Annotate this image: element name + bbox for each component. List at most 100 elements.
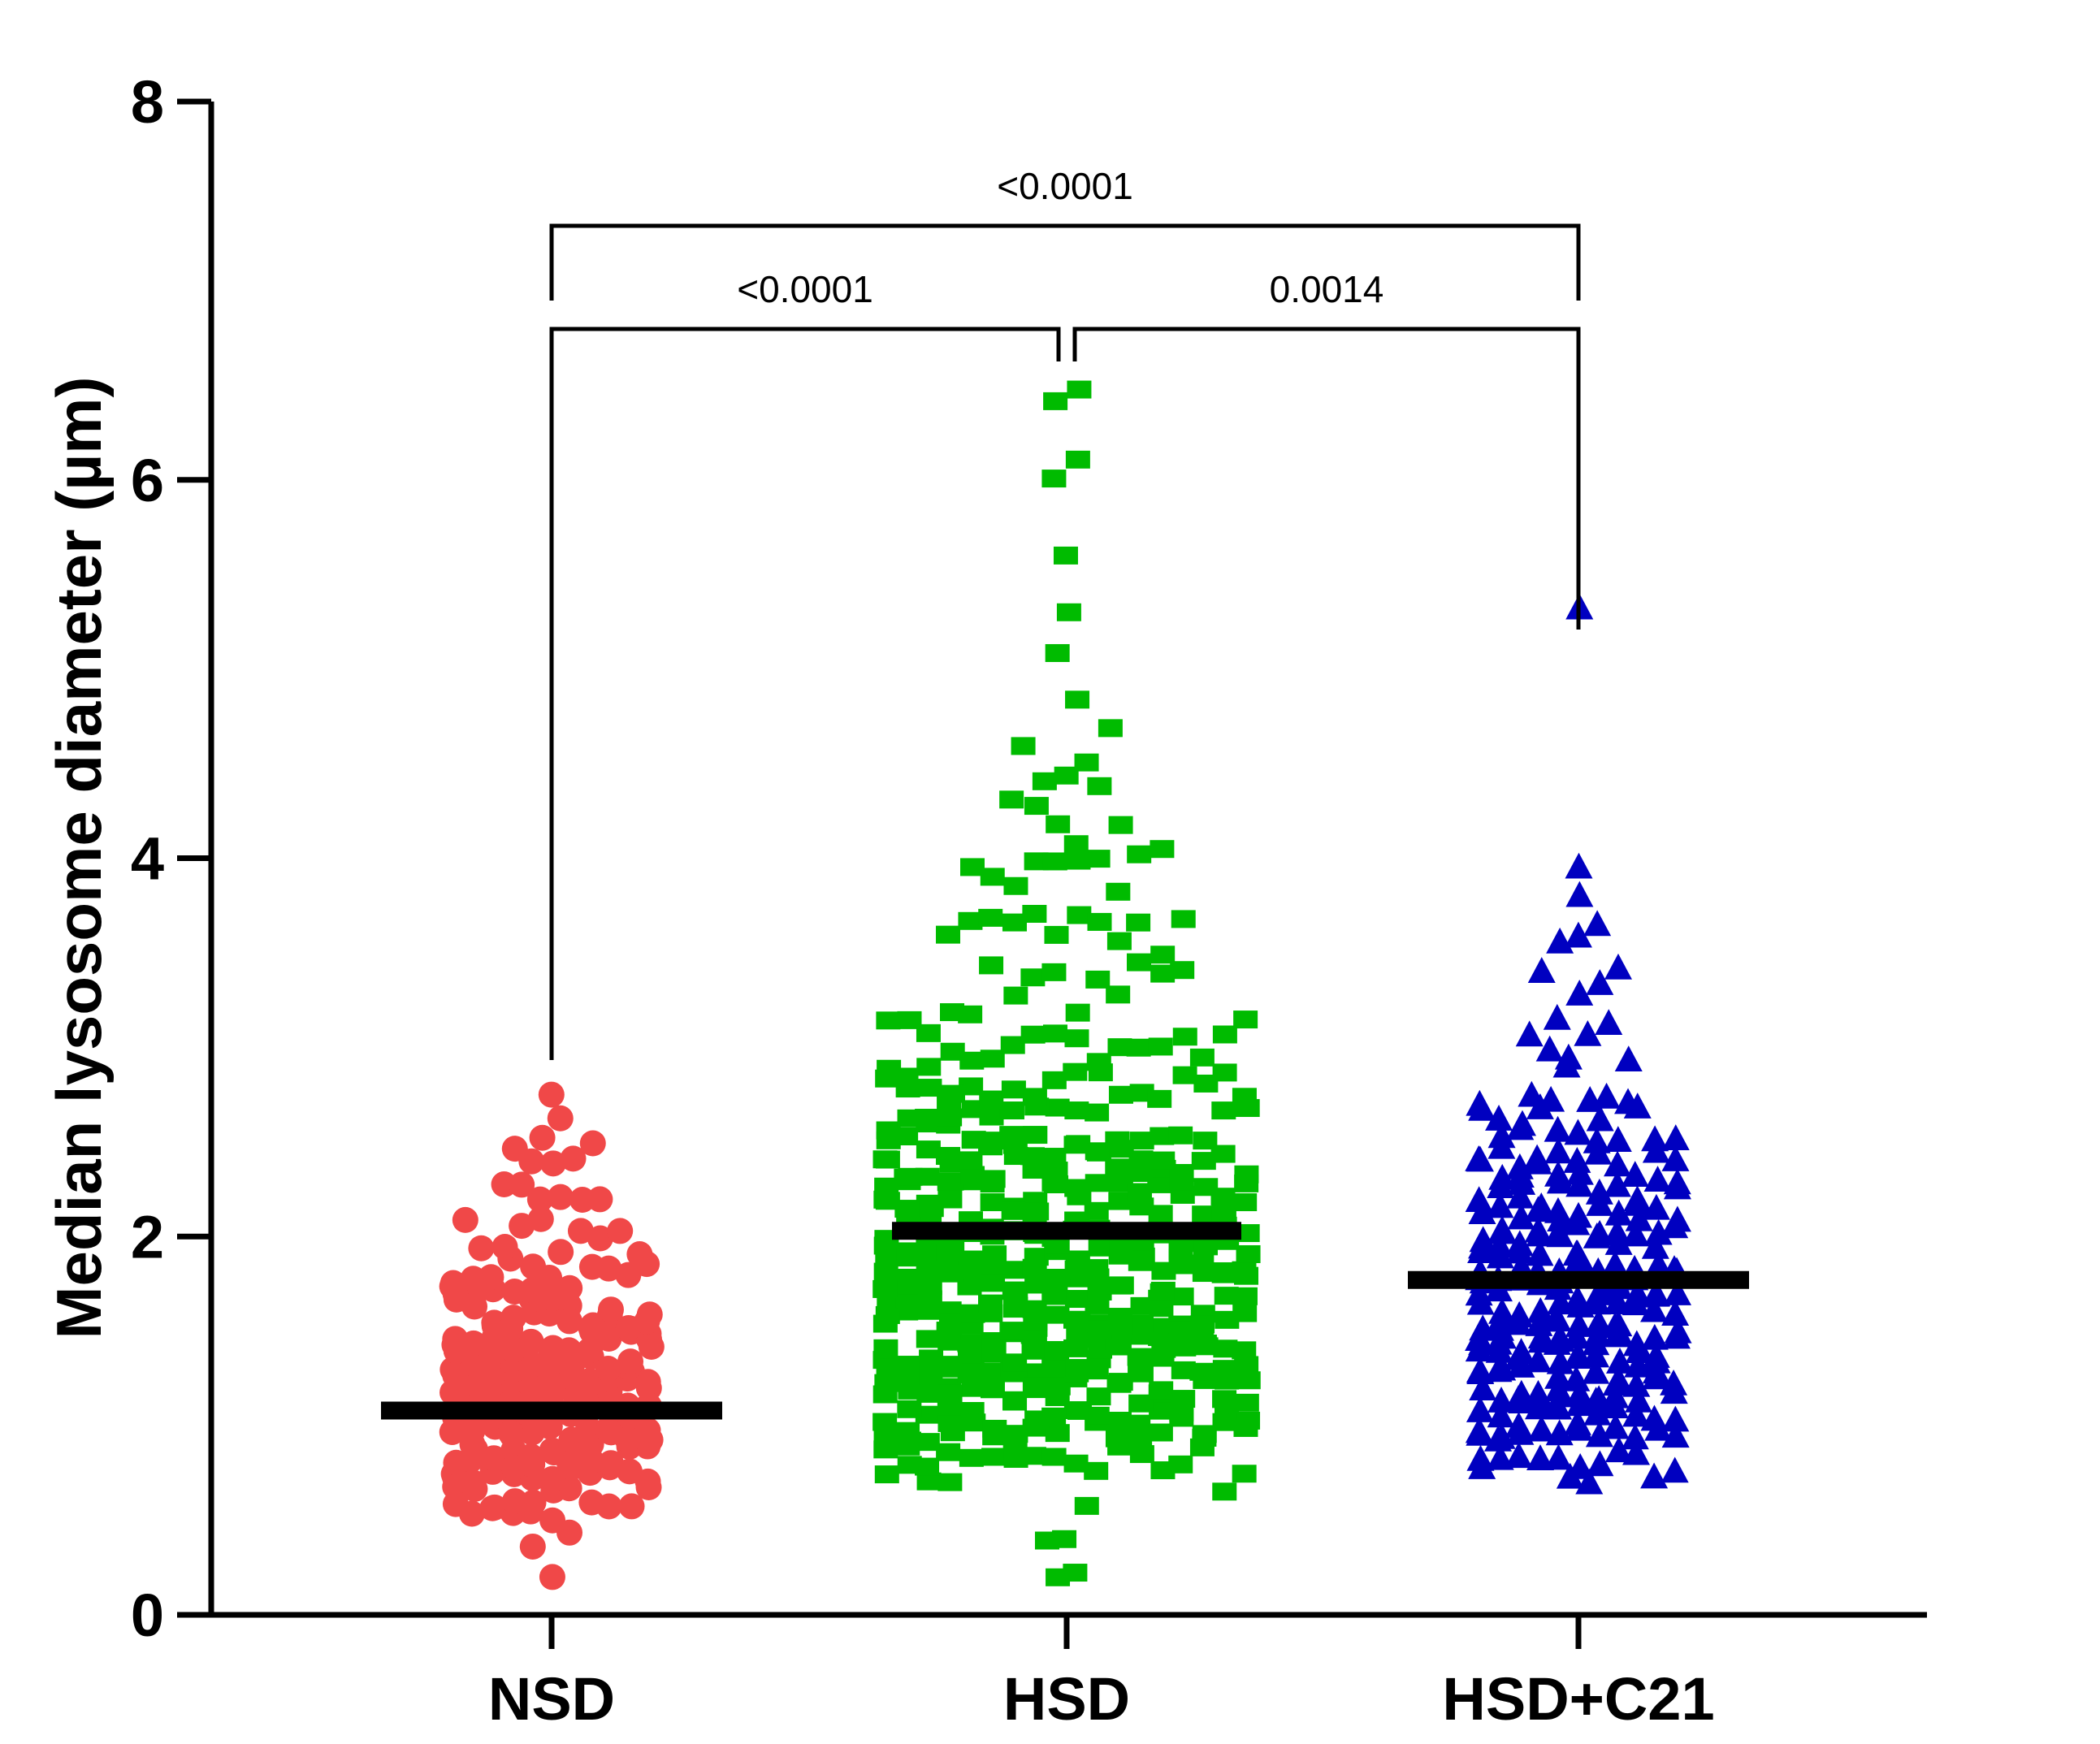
y-axis-title: Median lysosome diameter (µm): [43, 377, 115, 1339]
data-point: [1582, 1329, 1610, 1356]
data-point: [1643, 1280, 1671, 1307]
data-point: [1527, 1415, 1556, 1442]
data-point: [536, 1346, 563, 1373]
data-point: [1565, 1201, 1593, 1228]
data-point: [1168, 1126, 1193, 1145]
data-point: [1150, 1127, 1175, 1145]
data-point: [1170, 1185, 1195, 1204]
data-point: [1641, 1125, 1669, 1152]
data-point: [520, 1489, 547, 1516]
data-point: [519, 1277, 546, 1304]
data-point: [873, 1262, 898, 1281]
data-point: [1127, 1183, 1152, 1201]
data-point: [1468, 1232, 1496, 1259]
y-tick-label: 4: [131, 825, 164, 893]
data-point: [1065, 690, 1090, 709]
data-point: [1564, 1340, 1592, 1367]
data-point: [979, 1107, 1004, 1126]
data-point: [1622, 1220, 1650, 1247]
data-point: [1087, 777, 1112, 795]
data-point: [896, 1207, 921, 1226]
data-point: [1544, 1160, 1573, 1187]
data-point: [1084, 1259, 1109, 1278]
data-point: [916, 1384, 942, 1403]
data-point: [1108, 1174, 1133, 1192]
data-point: [1041, 1407, 1067, 1426]
data-point: [1024, 797, 1049, 816]
data-point: [638, 1333, 665, 1360]
data-point: [1604, 1310, 1633, 1337]
data-point: [894, 1067, 919, 1086]
data-point: [919, 1199, 944, 1218]
y-tick-label: 8: [131, 68, 164, 136]
data-point: [1212, 1482, 1237, 1501]
data-point: [1148, 1423, 1173, 1442]
data-point: [539, 1564, 565, 1590]
data-point: [1074, 753, 1099, 772]
data-point: [595, 1417, 621, 1443]
data-point: [1465, 1335, 1493, 1362]
data-point: [1527, 1192, 1556, 1218]
data-point: [959, 858, 985, 876]
data-point: [917, 1262, 942, 1281]
data-point: [1565, 852, 1593, 879]
data-point: [1622, 1400, 1651, 1427]
data-point: [1526, 1444, 1555, 1470]
data-point: [896, 1246, 921, 1265]
data-point: [875, 1150, 900, 1169]
data-point: [1232, 1341, 1257, 1360]
data-point: [1234, 1266, 1259, 1285]
data-point: [897, 1400, 922, 1418]
data-point: [479, 1495, 506, 1521]
data-point: [587, 1186, 613, 1213]
data-point: [1003, 1425, 1028, 1443]
data-point: [1024, 1202, 1050, 1221]
data-point: [1485, 1336, 1513, 1363]
data-point: [1168, 1455, 1193, 1474]
data-point: [1108, 1317, 1133, 1335]
data-point: [1085, 970, 1111, 989]
data-point: [979, 1362, 1004, 1381]
data-point: [1212, 1413, 1237, 1431]
data-point: [1644, 1414, 1673, 1441]
data-point: [1107, 1038, 1132, 1057]
x-tick-label: HSD: [1003, 1665, 1130, 1733]
data-point: [548, 1239, 574, 1266]
data-point: [1168, 1242, 1193, 1261]
data-point: [958, 1151, 983, 1170]
data-point: [1664, 1317, 1692, 1344]
data-point: [1085, 1174, 1110, 1192]
data-point: [1663, 1279, 1691, 1305]
data-point: [1526, 1220, 1554, 1247]
data-point: [1023, 1126, 1048, 1145]
data-point: [1128, 1253, 1153, 1271]
data-point: [1506, 1418, 1535, 1445]
data-point: [1128, 1394, 1154, 1413]
data-point: [939, 1172, 964, 1191]
data-point: [1544, 1443, 1573, 1470]
data-point: [1546, 1348, 1574, 1374]
data-point: [958, 1005, 983, 1023]
significance-bracket: [549, 327, 1061, 1060]
data-point: [1505, 1442, 1533, 1469]
data-point: [1052, 1530, 1077, 1548]
data-point: [1661, 1456, 1689, 1483]
data-point: [459, 1469, 486, 1495]
data-point: [1586, 1190, 1614, 1216]
data-point: [1087, 912, 1112, 931]
data-point: [980, 1193, 1005, 1212]
data-point: [1022, 1258, 1047, 1277]
data-point: [452, 1206, 478, 1233]
data-point: [1106, 932, 1132, 950]
data-point: [1002, 1300, 1028, 1318]
data-point: [1663, 1173, 1691, 1200]
data-point: [1053, 546, 1078, 565]
data-point: [1105, 1429, 1130, 1448]
data-point: [1044, 1342, 1069, 1361]
data-point: [1063, 1454, 1089, 1473]
data-point: [587, 1225, 613, 1252]
data-point: [1020, 1025, 1046, 1044]
data-point: [1189, 1362, 1215, 1381]
data-point: [517, 1328, 544, 1355]
data-point: [1621, 1161, 1649, 1188]
